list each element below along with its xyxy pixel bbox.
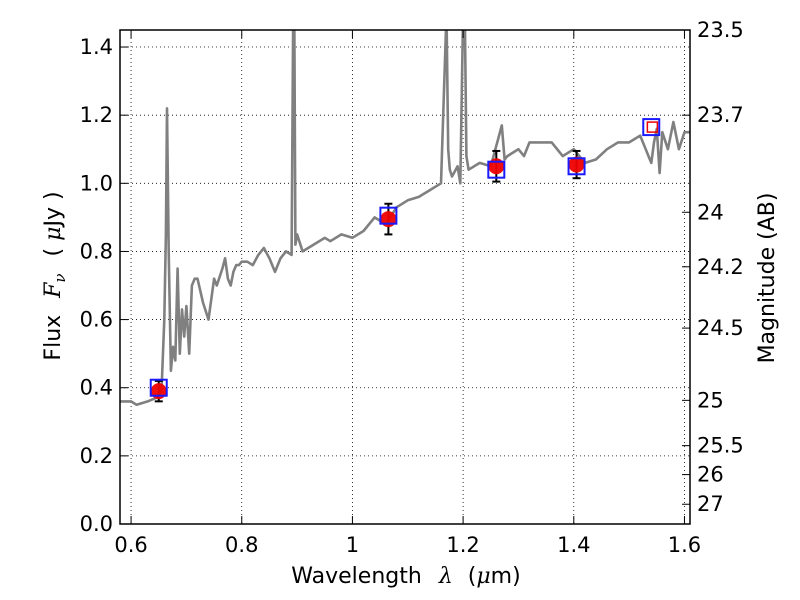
model-photometry-point	[379, 206, 398, 225]
grid-lines	[120, 30, 690, 525]
y2-tick-label: 24.2	[697, 255, 744, 279]
model-spectrum-line	[120, 30, 690, 407]
y-axis-label: Flux Fν ( μJy )	[41, 191, 71, 360]
x-tick-label: 0.8	[225, 533, 258, 557]
y-tick-label: 0.4	[80, 376, 113, 400]
y-tick-label: 1.2	[80, 103, 113, 127]
model-photometry-point	[149, 378, 168, 397]
y2-tick-label: 25.5	[697, 434, 744, 458]
y-tick-label: 0.6	[80, 308, 113, 332]
observed-point	[150, 383, 167, 400]
predicted-point	[646, 121, 659, 133]
observed-point	[488, 158, 505, 175]
model-photometry-point	[567, 157, 586, 176]
x-tick-label: 1.2	[446, 533, 479, 557]
x-tick-label: 0.6	[114, 533, 147, 557]
y2-tick-label: 26	[697, 463, 724, 487]
y-tick-label: 0.2	[80, 444, 113, 468]
x-tick-label: 1.6	[668, 533, 701, 557]
plot-frame	[119, 29, 691, 525]
x-axis-label: Wavelength λ (μm)	[291, 564, 520, 589]
y2-tick-label: 23.7	[697, 103, 744, 127]
y2-tick-label: 24	[697, 200, 724, 224]
axis-ticks	[120, 29, 690, 525]
y2-tick-label: 25	[697, 388, 724, 412]
y-tick-label: 1.4	[80, 35, 113, 59]
y-tick-label: 0.0	[80, 512, 113, 536]
y2-tick-label: 24.5	[697, 316, 744, 340]
y2-tick-label: 27	[697, 492, 724, 516]
observed-point	[380, 211, 397, 228]
observed-point	[568, 156, 585, 173]
x-tick-label: 1	[346, 533, 359, 557]
y2-axis-label: Magnitude (AB)	[755, 193, 780, 364]
model-photometry-point	[642, 118, 661, 137]
y-tick-label: 0.8	[80, 239, 113, 263]
plot-area	[120, 30, 690, 407]
x-tick-label: 1.4	[557, 533, 590, 557]
y-tick-label: 1.0	[80, 171, 113, 195]
model-photometry-point	[487, 160, 506, 179]
y2-tick-label: 23.5	[697, 18, 744, 42]
tick-labels: 0.6 0.8 1 1.2 1.4 1.6 0.0 0.2 0.4 0.6 0.8 1.0 1.2 1.4…	[80, 18, 744, 557]
